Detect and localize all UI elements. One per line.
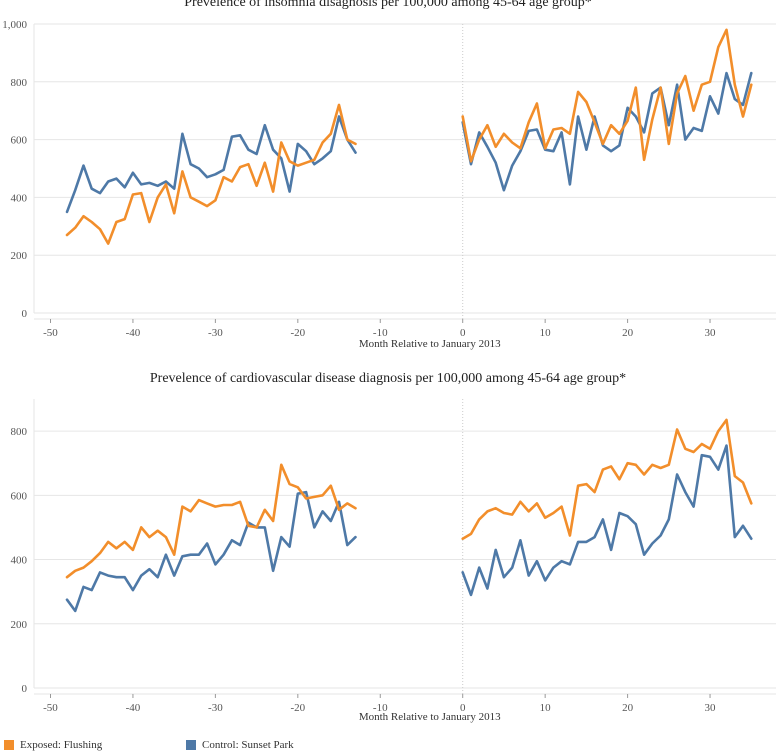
y-tick-label: 200 xyxy=(11,619,28,631)
series-line-exposed-post xyxy=(461,28,753,163)
series-line-control-pre xyxy=(65,490,357,613)
x-tick-label: -40 xyxy=(126,702,141,714)
y-tick-label: 0 xyxy=(22,308,28,320)
y-tick-label: 400 xyxy=(11,555,28,567)
x-axis-label: Month Relative to January 2013 xyxy=(359,711,501,723)
chart-cardiovascular: 0 200 400 600 800 -50 -40 -30 -20 -10 0 10 20 30 Month… xyxy=(11,399,776,723)
insomnia-chart-title: Prevelence of insomnia disagnosis per 10… xyxy=(184,0,592,10)
series-line-exposed-pre xyxy=(65,463,357,579)
x-tick-label: 30 xyxy=(705,327,717,339)
x-tick-label: -30 xyxy=(208,327,223,339)
x-tick-label: 10 xyxy=(540,327,552,339)
legend-swatch-exposed xyxy=(4,740,14,750)
legend-item-exposed[interactable]: Exposed: Flushing xyxy=(4,739,102,751)
series-line-exposed-post xyxy=(461,418,753,541)
y-tick-label: 800 xyxy=(11,426,28,438)
legend-swatch-control xyxy=(186,740,196,750)
series-line-control-post xyxy=(461,71,753,192)
x-tick-label: -30 xyxy=(208,702,223,714)
x-tick-label: 30 xyxy=(705,702,717,714)
y-tick-label: 400 xyxy=(11,192,28,204)
x-tick-label: 10 xyxy=(540,702,552,714)
x-tick-label: -40 xyxy=(126,327,141,339)
legend-label-exposed: Exposed: Flushing xyxy=(20,739,103,751)
y-tick-label: 1,000 xyxy=(2,19,27,31)
x-tick-label: 0 xyxy=(460,327,466,339)
x-tick-label: -10 xyxy=(373,702,388,714)
y-tick-label: 200 xyxy=(11,250,28,262)
x-tick-label: -10 xyxy=(373,327,388,339)
series-line-control-pre xyxy=(65,115,357,214)
legend-item-control[interactable]: Control: Sunset Park xyxy=(186,739,294,751)
legend-label-control: Control: Sunset Park xyxy=(202,739,294,751)
x-tick-label: -20 xyxy=(290,702,305,714)
series-line-exposed-pre xyxy=(65,103,357,245)
y-tick-label: 600 xyxy=(11,135,28,147)
x-tick-label: 20 xyxy=(622,702,634,714)
cardiovascular-chart-title: Prevelence of cardiovascular disease dia… xyxy=(149,371,627,386)
y-tick-label: 0 xyxy=(22,683,28,695)
x-axis-label: Month Relative to January 2013 xyxy=(359,338,501,350)
y-tick-label: 800 xyxy=(11,77,28,89)
x-tick-label: 0 xyxy=(460,702,466,714)
chart-insomnia: 0 200 400 600 800 1,000 -50 -40 -30 -20 -10 0 10 20 30… xyxy=(2,19,776,350)
x-tick-label: -20 xyxy=(290,327,305,339)
series-line-control-post xyxy=(461,444,753,597)
x-tick-label: 20 xyxy=(622,327,634,339)
y-tick-label: 600 xyxy=(11,490,28,502)
x-tick-label: -50 xyxy=(43,702,58,714)
x-tick-label: -50 xyxy=(43,327,58,339)
